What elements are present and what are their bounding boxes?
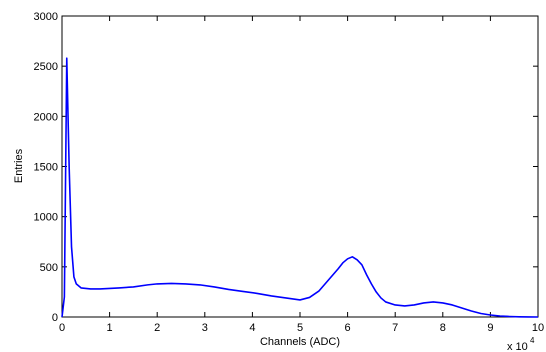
x-tick-label: 4 (249, 322, 255, 334)
y-axis-label: Entries (13, 148, 25, 183)
x-multiplier-exponent: 4 (530, 336, 535, 345)
x-tick-label: 9 (487, 322, 493, 334)
x-multiplier-label: x 10 (507, 341, 528, 352)
y-tick-label: 2000 (34, 111, 58, 123)
x-tick-label: 3 (202, 322, 208, 334)
x-axis-label: Channels (ADC) (260, 336, 340, 348)
y-tick-label: 1500 (34, 162, 58, 174)
y-tick-label: 1000 (34, 212, 58, 224)
y-tick-label: 500 (40, 262, 58, 274)
y-tick-label: 3000 (34, 11, 58, 23)
x-tick-label: 0 (59, 322, 65, 334)
x-tick-label: 2 (154, 322, 160, 334)
x-tick-label: 5 (297, 322, 303, 334)
x-tick-label: 8 (440, 322, 446, 334)
entries-line (61, 57, 539, 318)
y-tick-label: 0 (52, 312, 58, 324)
axis-tick-labels: 0 1 2 3 4 5 6 7 8 9 10 0 500 1000 1500 2000 2500 3000 (34, 11, 545, 334)
plot-area (61, 15, 539, 318)
x-tick-label: 10 (532, 322, 544, 334)
x-tick-label: 1 (107, 322, 113, 334)
x-tick-label: 7 (392, 322, 398, 334)
y-tick-label: 2500 (34, 61, 58, 73)
x-tick-label: 6 (345, 322, 351, 334)
